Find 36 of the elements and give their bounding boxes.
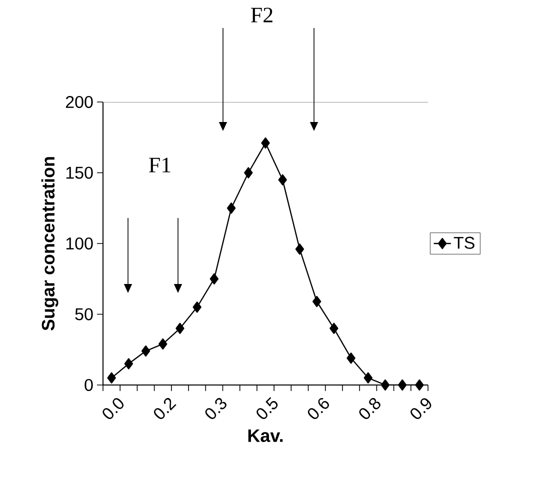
point: [346, 352, 356, 364]
y-tick-label: 200: [66, 96, 93, 108]
point: [158, 338, 168, 350]
point: [192, 302, 202, 313]
point: [176, 322, 184, 334]
x-tick-label: 0.0: [102, 398, 124, 420]
x-tick-label: 0.9: [410, 398, 432, 420]
point: [295, 244, 304, 255]
point: [107, 372, 116, 384]
point: [312, 296, 322, 308]
y-tick-label: 0: [84, 378, 93, 392]
point: [226, 202, 236, 214]
y-tick-label: 50: [75, 308, 93, 320]
annotation: F1: [149, 158, 170, 172]
y-tick-label: 100: [66, 237, 93, 250]
x-tick-label: 0.5: [256, 397, 278, 420]
point: [364, 372, 372, 384]
point: [398, 379, 407, 391]
y-tick-label: 150: [66, 166, 93, 179]
x-tick-label: 0.2: [154, 398, 176, 420]
point: [415, 379, 424, 391]
text: F2: [251, 8, 272, 22]
point: [380, 379, 390, 391]
point: [210, 273, 219, 284]
y-axis-title: Sugar concentration: [41, 157, 58, 330]
point: [141, 345, 150, 357]
x-tick-label: 0.3: [205, 398, 226, 420]
point: [124, 358, 134, 370]
point: [244, 167, 253, 178]
legend-label: TS: [454, 236, 474, 249]
x-tick-label: 0.6: [308, 398, 329, 420]
point: [278, 174, 287, 186]
x-axis-title: Kav.: [248, 429, 283, 442]
point: [330, 322, 338, 334]
x-tick-label: 0.8: [359, 398, 380, 420]
point: [261, 137, 270, 149]
